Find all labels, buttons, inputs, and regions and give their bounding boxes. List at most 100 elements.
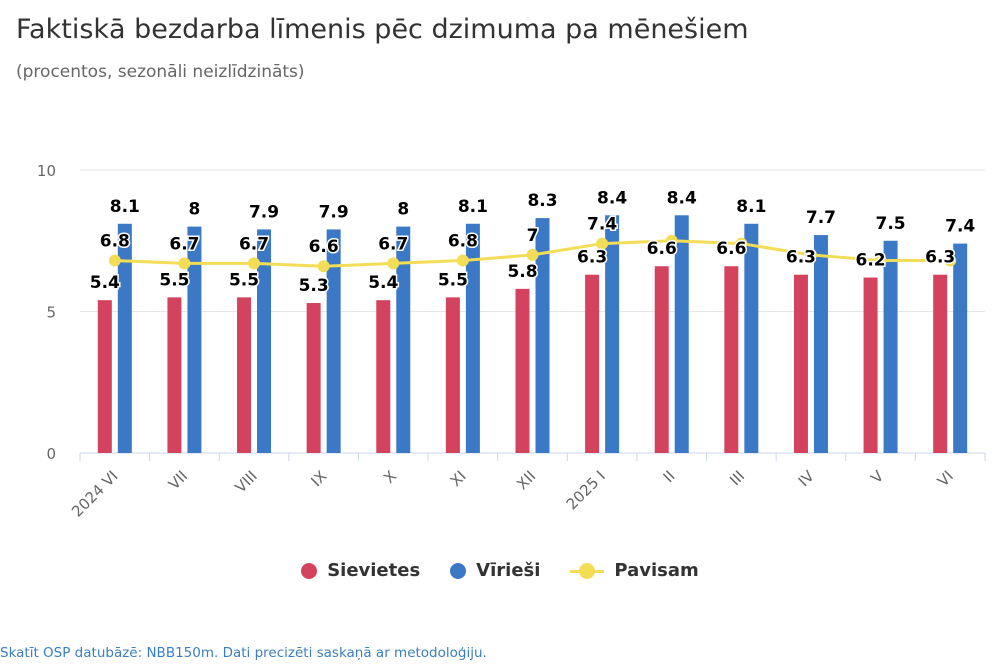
data-label-virieSi: 8.4	[597, 188, 627, 208]
chart-title: Faktiskā bezdarba līmenis pēc dzimuma pa…	[16, 14, 749, 45]
data-label-sievietes: 5.5	[159, 270, 189, 290]
chart-subtitle: (procentos, sezonāli neizlīdzināts)	[16, 62, 305, 82]
bar-virieSi	[257, 229, 272, 453]
bar-virieSi	[605, 215, 620, 453]
point-pavisam	[874, 254, 887, 267]
bar-sievietes	[933, 274, 948, 453]
data-label-pavisam: 7	[527, 226, 539, 246]
data-label-virieSi: 8	[397, 200, 409, 220]
data-label-virieSi: 7.7	[806, 208, 836, 228]
data-label-sievietes: 6.6	[716, 239, 746, 259]
legend-marker-pavisam	[570, 562, 605, 579]
x-tick-label: VIII	[231, 467, 260, 496]
point-pavisam	[526, 248, 539, 261]
bar-virieSi	[187, 226, 202, 453]
data-label-virieSi: 7.9	[319, 202, 349, 222]
x-tick-label: IX	[307, 467, 330, 490]
data-label-virieSi: 8.4	[667, 188, 697, 208]
x-tick-label: V	[867, 467, 888, 488]
bar-virieSi	[813, 235, 828, 453]
footer-suffix: . Dati precizēti saskaņā ar metodoloģiju…	[214, 645, 487, 661]
y-tick-label: 5	[46, 304, 56, 322]
data-label-sievietes: 5.4	[90, 273, 120, 293]
bar-virieSi	[396, 226, 411, 453]
bar-sievietes	[515, 288, 530, 453]
data-label-virieSi: 7.4	[945, 217, 975, 237]
legend: Sievietes Vīrieši Pavisam	[0, 560, 1000, 581]
bar-virieSi	[117, 223, 132, 453]
bar-virieSi	[744, 223, 759, 453]
bar-sievietes	[376, 300, 391, 453]
data-label-virieSi: 8.1	[458, 197, 488, 217]
bar-virieSi	[674, 215, 689, 453]
point-pavisam	[596, 237, 609, 250]
bar-sievietes	[654, 266, 669, 453]
source-footer: Skatīt OSP datubāzē: NBB150m. Dati preci…	[0, 645, 487, 661]
legend-label: Vīrieši	[476, 560, 541, 581]
data-label-sievietes: 6.6	[647, 239, 677, 259]
x-tick-label: 2024 VI	[68, 467, 121, 520]
x-tick-label: VII	[165, 467, 191, 493]
point-pavisam	[735, 237, 748, 250]
x-tick-label: IV	[795, 467, 819, 491]
bar-sievietes	[237, 297, 252, 453]
bar-sievietes	[306, 303, 321, 453]
x-tick-label: III	[726, 467, 748, 489]
bar-sievietes	[793, 274, 808, 453]
x-tick-label: VI	[934, 467, 957, 490]
bar-virieSi	[535, 218, 550, 453]
footer-prefix: Skatīt OSP datubāzē:	[0, 645, 147, 661]
point-pavisam	[178, 257, 191, 270]
data-label-sievietes: 5.5	[438, 270, 468, 290]
bar-virieSi	[953, 243, 968, 453]
point-pavisam	[944, 254, 957, 267]
bar-virieSi	[465, 223, 480, 453]
legend-item-sievietes[interactable]: Sievietes	[301, 560, 420, 581]
point-pavisam	[108, 254, 121, 267]
point-pavisam	[665, 234, 678, 247]
point-pavisam	[804, 248, 817, 261]
data-label-sievietes: 6.3	[925, 248, 955, 268]
bar-sievietes	[863, 277, 878, 453]
data-label-virieSi: 8	[189, 200, 201, 220]
data-label-virieSi: 8.3	[527, 191, 557, 211]
data-label-pavisam: 6.8	[100, 232, 130, 252]
legend-label: Pavisam	[614, 560, 699, 581]
x-tick-label: II	[660, 467, 679, 486]
database-link[interactable]: NBB150m	[146, 645, 214, 661]
data-label-pavisam: 6.7	[169, 234, 199, 254]
point-pavisam	[387, 257, 400, 270]
x-tick-label: X	[380, 467, 400, 487]
data-label-sievietes: 6.2	[856, 251, 886, 271]
data-label-virieSi: 8.1	[110, 197, 140, 217]
bar-virieSi	[326, 229, 341, 453]
data-label-sievietes: 6.3	[577, 248, 607, 268]
point-pavisam	[248, 257, 261, 270]
bar-sievietes	[585, 274, 600, 453]
legend-item-pavisam[interactable]: Pavisam	[570, 560, 699, 581]
data-label-pavisam: 6.8	[448, 232, 478, 252]
data-label-pavisam: 6.7	[239, 234, 269, 254]
data-label-virieSi: 7.9	[249, 202, 279, 222]
x-tick-label: 2025 I	[563, 467, 609, 513]
data-label-pavisam: 7.4	[587, 215, 617, 235]
data-label-sievietes: 5.5	[229, 270, 259, 290]
data-label-pavisam: 6.7	[378, 234, 408, 254]
data-label-pavisam: 6.6	[309, 237, 339, 257]
bar-virieSi	[883, 240, 898, 453]
x-tick-label: XI	[447, 467, 470, 490]
data-label-sievietes: 6.3	[786, 248, 816, 268]
data-label-sievietes: 5.8	[507, 262, 537, 282]
x-tick-label: XII	[513, 467, 539, 493]
data-label-virieSi: 7.5	[876, 214, 906, 234]
legend-item-virieSi[interactable]: Vīrieši	[450, 560, 540, 581]
bar-sievietes	[724, 266, 739, 453]
data-label-sievietes: 5.3	[299, 276, 329, 296]
legend-marker-virieSi	[450, 562, 467, 579]
point-pavisam	[456, 254, 469, 267]
legend-marker-sievietes	[301, 562, 318, 579]
y-tick-label: 0	[46, 445, 56, 463]
y-tick-label: 10	[37, 162, 56, 180]
data-label-sievietes: 5.4	[368, 273, 398, 293]
